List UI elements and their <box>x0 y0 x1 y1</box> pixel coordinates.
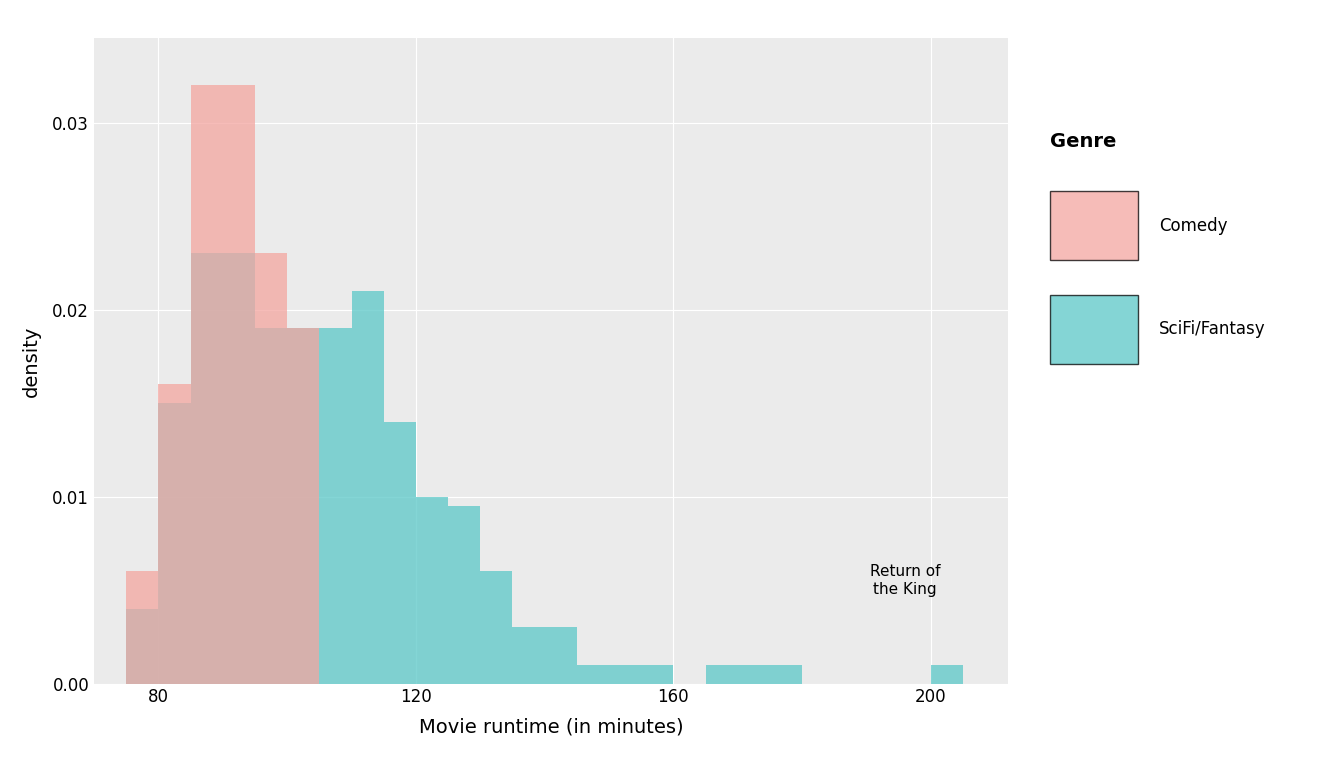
Text: Return of
the King: Return of the King <box>870 564 941 597</box>
FancyBboxPatch shape <box>1050 295 1138 364</box>
Text: Genre: Genre <box>1050 133 1116 151</box>
X-axis label: Movie runtime (in minutes): Movie runtime (in minutes) <box>419 717 683 737</box>
Text: SciFi/Fantasy: SciFi/Fantasy <box>1159 320 1266 339</box>
FancyBboxPatch shape <box>1050 191 1138 260</box>
Y-axis label: density: density <box>23 326 42 396</box>
Text: Comedy: Comedy <box>1159 217 1227 235</box>
